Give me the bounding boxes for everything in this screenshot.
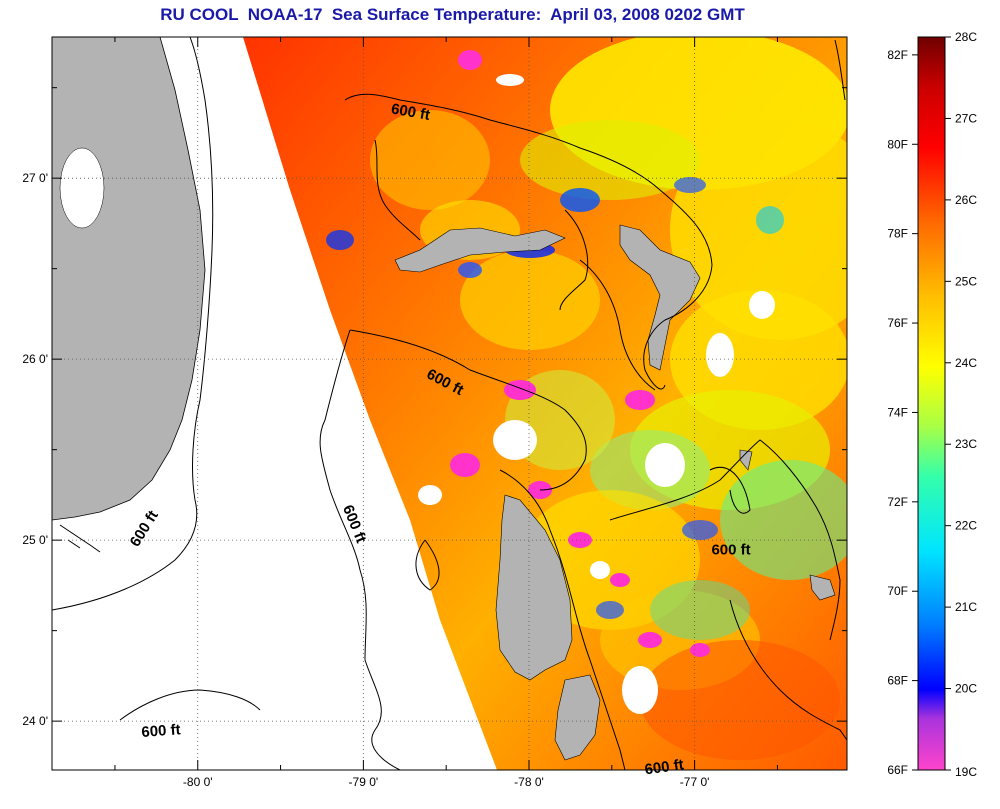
colorbar-label-celsius: 28C [955,30,977,44]
lat-lon-grid [52,37,847,770]
lon-tick-label: -78 0' [514,775,544,789]
colorbar-label-fahrenheit: 76F [887,316,908,330]
contour-depth-label: 600 ft [711,542,750,559]
colorbar [917,36,946,771]
colorbar-labels: 82F 80F 78F 76F 74F 72F 70F 68F 66F 28C 27C 26C 25C 2… [887,30,977,779]
contour-depth-label: 600 ft [644,756,685,778]
bathymetry-contours [52,37,847,770]
colorbar-label-celsius: 19C [955,765,977,779]
axis-ticks: -80 0' -79 0' -78 0' -77 0' 24 0' 25 0' 26 0' 2… [22,37,847,789]
contour-depth-label: 600 ft [141,721,181,741]
colorbar-label-celsius: 25C [955,274,977,288]
colorbar-label-fahrenheit: 70F [887,584,908,598]
colorbar-label-fahrenheit: 82F [887,48,908,62]
map-title: RU COOL NOAA-17 Sea Surface Temperature:… [160,5,745,24]
lat-tick-label: 24 0' [22,714,48,728]
colorbar-label-fahrenheit: 72F [887,495,908,509]
colorbar-label-celsius: 22C [955,519,977,533]
lon-tick-label: -80 0' [183,775,213,789]
florida-keys [59,524,101,553]
colorbar-label-fahrenheit: 66F [887,763,908,777]
colorbar-label-fahrenheit: 74F [887,405,908,419]
lon-tick-label: -79 0' [349,775,379,789]
colorbar-label-celsius: 23C [955,437,977,451]
colorbar-label-celsius: 24C [955,356,977,370]
bahamas-islands [394,224,836,761]
contour-depth-label: 600 ft [390,100,432,124]
lat-tick-label: 27 0' [22,171,48,185]
lake-okeechobee [59,147,105,229]
colorbar-label-fahrenheit: 78F [887,227,908,241]
map-layers [52,37,847,770]
lat-tick-label: 25 0' [22,533,48,547]
plot-frame [51,36,848,771]
lon-tick-label: -77 0' [680,775,710,789]
colorbar-label-fahrenheit: 68F [887,674,908,688]
colorbar-label-celsius: 27C [955,111,977,125]
colorbar-label-celsius: 26C [955,193,977,207]
lat-tick-label: 26 0' [22,352,48,366]
colorbar-label-fahrenheit: 80F [887,137,908,151]
colorbar-label-celsius: 20C [955,682,977,696]
colorbar-label-celsius: 21C [955,600,977,614]
